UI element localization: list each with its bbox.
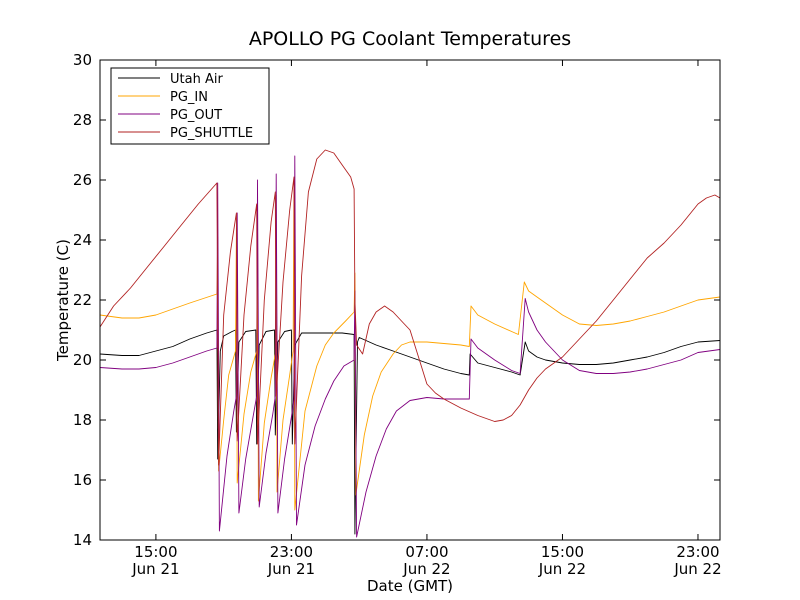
series-line-pg-out [99,155,721,538]
legend-box [110,67,270,145]
series-line-pg-shuttle [99,149,721,466]
x-tick-label-date: Jun 22 [538,560,586,578]
legend-label: PG_IN [170,90,208,105]
x-tick-label-time: 23:00 [270,543,313,561]
y-tick-label: 28 [73,111,92,129]
x-tick-label-date: Jun 22 [673,560,721,578]
x-tick-label-date: Jun 21 [267,560,315,578]
x-tick-label-time: 15:00 [541,543,584,561]
x-tick-label-date: Jun 21 [131,560,179,578]
series-line-utah-air [99,329,721,535]
y-tick-label: 30 [73,51,92,69]
y-axis-label: Temperature (C) [54,239,72,362]
y-tick-label: 18 [73,411,92,429]
y-tick-label: 26 [73,171,92,189]
legend-label: PG_OUT [170,108,222,123]
legend-label: PG_SHUTTLE [170,126,253,141]
y-tick-label: 20 [73,351,92,369]
y-tick-label: 16 [73,471,92,489]
series-line-pg-in [99,179,721,511]
y-tick-label: 24 [73,231,92,249]
y-tick-label: 22 [73,291,92,309]
chart-title: APOLLO PG Coolant Temperatures [249,28,571,50]
legend: Utah Air PG_IN PG_OUT PG_SHUTTLE [110,67,270,145]
x-tick-label-time: 07:00 [405,543,448,561]
x-tick-label-time: 23:00 [676,543,719,561]
legend-label: Utah Air [170,72,223,87]
y-axis: 14 16 18 20 22 24 26 28 30 [73,51,720,549]
x-tick-label-date: Jun 22 [402,560,450,578]
x-tick-label-time: 15:00 [134,543,177,561]
plot-lines [99,149,721,538]
x-axis-label: Date (GMT) [367,577,453,595]
y-tick-label: 14 [73,531,92,549]
